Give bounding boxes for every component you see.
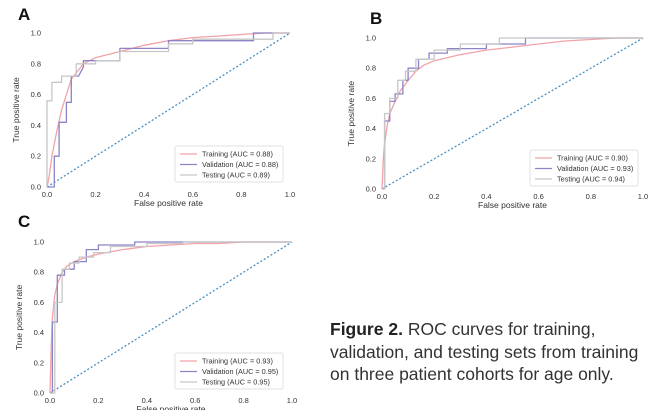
legend-box	[174, 145, 284, 183]
y-tick-label: 0.0	[366, 185, 376, 194]
y-tick-label: 0.4	[34, 328, 44, 337]
legend-entry: Training (AUC = 0.93)	[202, 357, 273, 366]
roc-curve-testing	[46, 32, 290, 187]
legend-box	[174, 352, 284, 390]
y-tick-label: 1.0	[34, 238, 44, 247]
y-tick-label: 0.6	[366, 94, 376, 103]
x-tick-label: 0.4	[481, 192, 491, 201]
legend-entry: Training (AUC = 0.88)	[202, 150, 273, 159]
figure-caption: Figure 2. ROC curves for training, valid…	[330, 318, 648, 386]
roc-curve-validation	[47, 32, 290, 188]
caption-text: ROC curves for training, validation, and…	[330, 319, 639, 384]
x-axis-label: False positive rate	[478, 200, 547, 210]
y-tick-label: 0.0	[31, 183, 41, 192]
y-tick-label: 1.0	[366, 34, 376, 43]
x-tick-label: 1.0	[287, 396, 297, 405]
x-tick-label: 0.6	[188, 190, 198, 199]
legend-entry: Testing (AUC = 0.95)	[202, 378, 270, 387]
caption-label: Figure 2.	[330, 319, 403, 339]
x-tick-label: 0.8	[236, 190, 246, 199]
y-tick-label: 0.6	[31, 90, 41, 99]
legend-entry: Validation (AUC = 0.93)	[557, 164, 633, 173]
y-axis-label: True positive rate	[14, 285, 24, 351]
legend-entry: Validation (AUC = 0.95)	[202, 367, 278, 376]
x-tick-label: 0.0	[45, 396, 55, 405]
y-tick-label: 0.2	[31, 152, 41, 161]
y-tick-label: 1.0	[31, 29, 41, 38]
roc-curve-testing	[382, 37, 643, 190]
y-tick-label: 0.6	[34, 298, 44, 307]
roc-curve-training	[49, 241, 292, 394]
y-tick-label: 0.8	[31, 59, 41, 68]
y-tick-label: 0.4	[31, 121, 41, 130]
x-tick-label: 0.8	[586, 192, 596, 201]
x-tick-label: 0.2	[93, 396, 103, 405]
panel-label: C	[18, 212, 30, 231]
roc-curve-testing	[50, 241, 292, 394]
x-tick-label: 0.0	[377, 192, 387, 201]
y-tick-label: 0.8	[366, 64, 376, 73]
x-tick-label: 0.0	[42, 190, 52, 199]
chance-diagonal-line	[49, 241, 293, 394]
x-tick-label: 0.8	[238, 396, 248, 405]
x-tick-label: 0.2	[429, 192, 439, 201]
x-axis-label: False positive rate	[137, 404, 206, 410]
x-tick-label: 0.6	[533, 192, 543, 201]
panel-label: B	[370, 9, 382, 28]
x-tick-label: 0.4	[142, 396, 152, 405]
y-tick-label: 0.2	[34, 358, 44, 367]
y-tick-label: 0.8	[34, 268, 44, 277]
y-tick-label: 0.2	[366, 154, 376, 163]
panel-label: A	[18, 5, 30, 24]
x-tick-label: 0.6	[190, 396, 200, 405]
x-tick-label: 1.0	[638, 192, 648, 201]
y-tick-label: 0.0	[34, 389, 44, 398]
legend-entry: Testing (AUC = 0.89)	[202, 171, 270, 180]
y-tick-label: 0.4	[366, 124, 376, 133]
legend-box	[529, 149, 639, 187]
roc-curve-training	[381, 37, 643, 190]
y-axis-label: True positive rate	[346, 81, 356, 147]
legend-entry: Testing (AUC = 0.94)	[557, 175, 625, 184]
y-axis-label: True positive rate	[11, 77, 21, 143]
legend-entry: Training (AUC = 0.90)	[557, 154, 628, 163]
legend-entry: Validation (AUC = 0.88)	[202, 160, 278, 169]
x-tick-label: 0.2	[90, 190, 100, 199]
x-tick-label: 0.4	[139, 190, 149, 199]
x-axis-label: False positive rate	[134, 198, 203, 208]
x-tick-label: 1.0	[285, 190, 295, 199]
